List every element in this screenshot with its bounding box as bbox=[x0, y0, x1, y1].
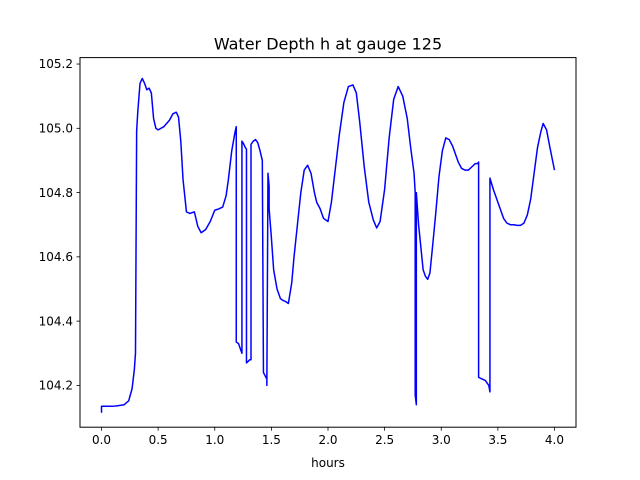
x-tick-label: 4.0 bbox=[545, 433, 564, 447]
x-tick-label: 1.0 bbox=[205, 433, 224, 447]
x-tick-label: 2.5 bbox=[375, 433, 394, 447]
plot-area bbox=[79, 57, 577, 428]
x-tick-label: 2.0 bbox=[318, 433, 337, 447]
x-axis-label: hours bbox=[311, 456, 345, 470]
x-tick-label: 1.5 bbox=[262, 433, 281, 447]
x-tick-label: 3.0 bbox=[432, 433, 451, 447]
series-line-water-depth bbox=[100, 77, 556, 413]
y-tick-label: 105.2 bbox=[39, 57, 73, 71]
x-axis: 0.0 0.5 1.0 1.5 2.0 2.5 3.0 3.5 4.0 bbox=[92, 427, 564, 447]
y-tick-label: 104.2 bbox=[39, 379, 73, 393]
x-tick-label: 3.5 bbox=[488, 433, 507, 447]
y-tick-label: 104.4 bbox=[39, 314, 73, 328]
y-tick-label: 104.6 bbox=[39, 250, 73, 264]
x-tick-label: 0.0 bbox=[92, 433, 111, 447]
chart-title: Water Depth h at gauge 125 bbox=[214, 35, 442, 54]
plot-background bbox=[80, 57, 576, 428]
y-tick-label: 104.8 bbox=[39, 186, 73, 200]
y-tick-label: 105.0 bbox=[39, 122, 73, 136]
x-tick-label: 0.5 bbox=[149, 433, 168, 447]
y-axis: 104.2 104.4 104.6 104.8 105.0 105.2 bbox=[39, 57, 80, 393]
